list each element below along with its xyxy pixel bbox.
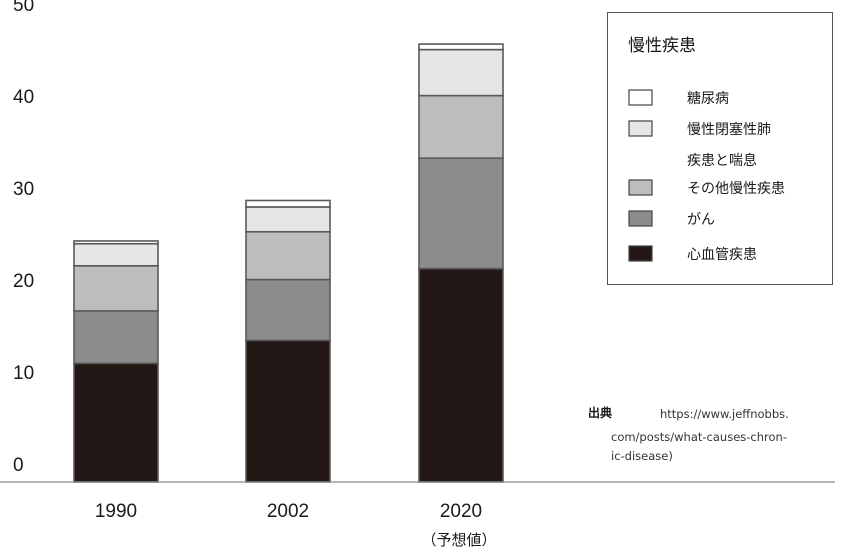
- bar-segment: [245, 230, 331, 281]
- bar-segment: [73, 310, 159, 365]
- legend-label: 疾患と喘息: [687, 152, 757, 169]
- legend-entry: 心血管疾患: [628, 245, 757, 263]
- y-tick-label: 50: [13, 0, 34, 16]
- legend-label: 慢性閉塞性肺: [687, 121, 771, 138]
- bar-stack-2002: [245, 199, 331, 483]
- bar-segment: [418, 48, 504, 97]
- legend-label: 心血管疾患: [687, 247, 757, 263]
- y-tick-label: 30: [13, 179, 34, 200]
- legend-swatch: [628, 210, 653, 227]
- bar-segment: [73, 240, 159, 245]
- legend-swatch: [628, 89, 653, 106]
- legend-swatch: [628, 245, 653, 262]
- bar-segment: [245, 199, 331, 208]
- source-line-3: ic-disease): [611, 449, 673, 463]
- source-line-1: https://www.jeffnobbs.: [660, 407, 789, 421]
- y-axis-ticks: 0 10 20 30 40 50: [13, 0, 34, 476]
- y-tick-label: 0: [13, 455, 24, 476]
- bar-segment: [418, 94, 504, 159]
- source-note: 出典 https://www.jeffnobbs. com/posts/what…: [588, 405, 789, 463]
- legend-swatch: [628, 179, 653, 196]
- x-tick-label: 2002: [267, 501, 309, 522]
- x-axis-labels: 1990 2002 2020 （予想値）: [95, 501, 497, 549]
- y-tick-label: 20: [13, 271, 34, 292]
- legend-entry: その他慢性疾患: [628, 179, 785, 197]
- bars: [73, 43, 504, 483]
- source-label: 出典: [588, 405, 612, 420]
- legend-label: その他慢性疾患: [687, 180, 785, 197]
- x-tick-label: 2020: [440, 501, 482, 522]
- bar-stack-2020: [418, 43, 504, 483]
- legend-title: 慢性疾患: [628, 35, 696, 56]
- bar-segment: [245, 339, 331, 483]
- bar-segment: [418, 157, 504, 270]
- bar-segment: [73, 264, 159, 312]
- bar-stack-1990: [73, 240, 159, 483]
- legend-label: 糖尿病: [687, 91, 729, 107]
- bar-segment: [73, 362, 159, 483]
- bar-segment: [418, 43, 504, 51]
- x-tick-label: 1990: [95, 501, 137, 522]
- legend-label: がん: [687, 212, 715, 228]
- legend-box: [607, 12, 833, 285]
- legend-entry: がん: [628, 210, 715, 228]
- source-line-2: com/posts/what-causes-chron-: [611, 430, 787, 444]
- bar-segment: [245, 278, 331, 342]
- bar-segment: [245, 206, 331, 233]
- y-tick-label: 40: [13, 87, 34, 108]
- bar-segment: [73, 242, 159, 267]
- y-tick-label: 10: [13, 363, 34, 384]
- bar-segment: [418, 267, 504, 483]
- x-tick-note: （予想値）: [421, 531, 496, 549]
- legend-entry: 糖尿病: [628, 89, 729, 107]
- legend-swatch: [628, 120, 653, 137]
